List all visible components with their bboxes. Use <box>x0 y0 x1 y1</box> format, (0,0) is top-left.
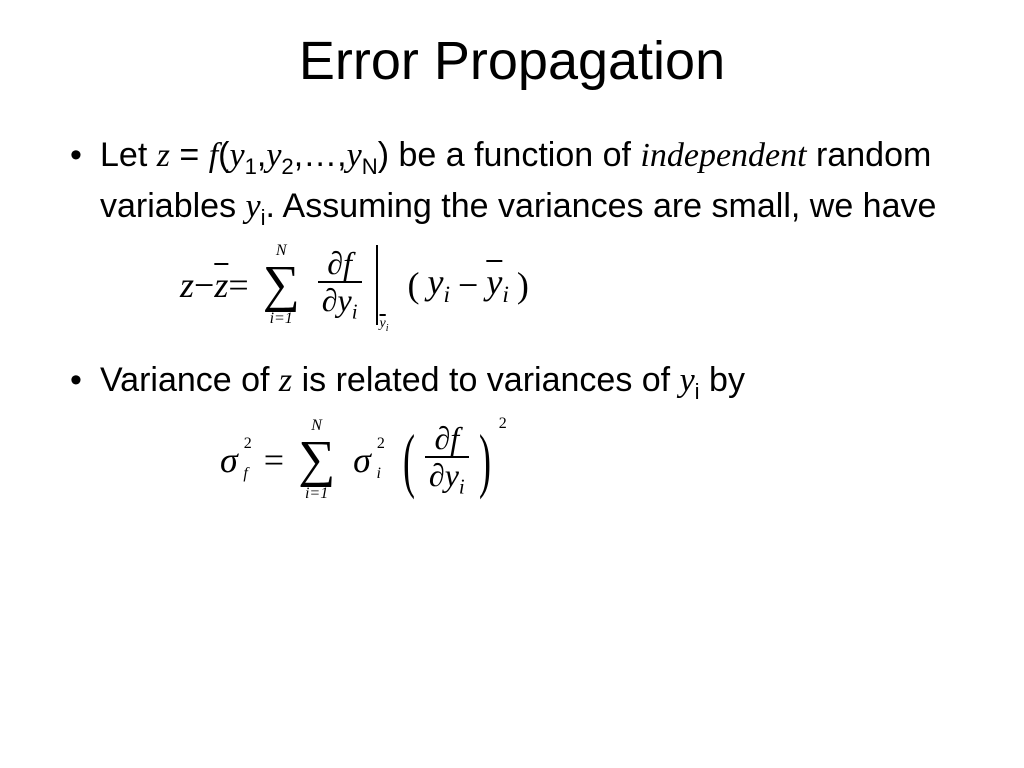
eval-sub: yi <box>380 316 389 334</box>
sigma-i: σ i 2 <box>353 439 371 481</box>
sub-2: 2 <box>281 154 293 179</box>
bullet-1: Let z = f(y1,y2,…,yN) be a function of i… <box>100 132 964 233</box>
i: i <box>502 283 509 309</box>
sigma-f: σ f 2 <box>220 439 238 481</box>
sum-symbol: ∑ <box>298 434 335 486</box>
text: Let <box>100 136 157 174</box>
frac-bot: ∂yi <box>425 458 469 499</box>
paren-sup: 2 <box>499 415 507 433</box>
text: . Assuming the variances are small, we h… <box>266 187 937 225</box>
var-z: z <box>157 137 170 174</box>
equals: = <box>264 439 284 481</box>
partial: ∂ <box>434 420 450 456</box>
var-y1: y <box>229 137 244 174</box>
y: y <box>445 457 459 493</box>
rparen: ) <box>479 419 491 502</box>
frac-top: ∂f <box>323 246 356 281</box>
var-y2: y <box>266 137 281 174</box>
y: y <box>428 262 444 302</box>
frac-bot: ∂yi <box>318 283 362 324</box>
zbar: z <box>214 264 228 306</box>
equation-2: σ f 2 = N ∑ i=1 σ i 2 ( ∂f ∂yi ) 2 <box>220 418 964 502</box>
equation-1: z − z = N ∑ i=1 ∂f ∂yi yi ( yi − yi ) <box>180 243 964 327</box>
minus: − <box>458 264 478 306</box>
slide-title: Error Propagation <box>60 30 964 92</box>
sum-bot: i=1 <box>270 311 293 327</box>
eq1-frac: ∂f ∂yi <box>318 246 362 324</box>
minus: − <box>194 264 214 306</box>
text: ,…, <box>294 136 347 174</box>
var-yi: y <box>246 188 261 225</box>
eq2-paren: ( ∂f ∂yi ) 2 <box>397 419 497 502</box>
text: ) be a function of <box>378 136 641 174</box>
sub-n: N <box>362 154 378 179</box>
text: is related to variances of <box>292 361 679 399</box>
bullet-2: Variance of z is related to variances of… <box>100 357 964 408</box>
f: f <box>450 420 459 456</box>
eq1-eval-bar: yi <box>376 245 378 325</box>
text: Variance of <box>100 361 279 399</box>
sup-2: 2 <box>377 435 385 453</box>
i: i <box>459 476 465 499</box>
sigma: σ <box>353 440 371 480</box>
i: i <box>444 283 451 309</box>
i: i <box>386 322 389 333</box>
var-yn: y <box>347 137 362 174</box>
partial: ∂ <box>429 457 445 493</box>
ybar-i: yi <box>486 261 508 309</box>
bullet-list: Let z = f(y1,y2,…,yN) be a function of i… <box>60 132 964 502</box>
z: z <box>180 264 194 306</box>
lparen: ( <box>408 264 420 306</box>
independent: independent <box>640 137 806 174</box>
sub-1: 1 <box>245 154 257 179</box>
text: , <box>257 136 266 174</box>
eq1-lhs: z − z = <box>180 264 249 306</box>
text: = <box>170 136 209 174</box>
var-f: f <box>209 137 218 174</box>
i: i <box>352 301 358 324</box>
var-z: z <box>279 362 292 399</box>
y: y <box>338 282 352 318</box>
text: by <box>700 361 745 399</box>
sup-2: 2 <box>244 435 252 453</box>
ybar: y <box>486 262 502 302</box>
yi: yi <box>428 261 450 309</box>
f: f <box>343 245 352 281</box>
rparen: ) <box>517 264 529 306</box>
sigma: σ <box>220 440 238 480</box>
lparen: ( <box>403 419 415 502</box>
partial: ∂ <box>322 282 338 318</box>
sum-symbol: ∑ <box>263 259 300 311</box>
eq2-frac: ∂f ∂yi <box>425 421 469 499</box>
sum-bot: i=1 <box>305 486 328 502</box>
eq1-sum: N ∑ i=1 <box>263 243 300 327</box>
frac-top: ∂f <box>430 421 463 456</box>
eq2-sum: N ∑ i=1 <box>298 418 335 502</box>
text: ( <box>218 136 229 174</box>
partial: ∂ <box>327 245 343 281</box>
var-yi: y <box>680 362 695 399</box>
sub-i: i <box>376 465 380 483</box>
sub-f: f <box>243 465 247 483</box>
equals: = <box>228 264 248 306</box>
